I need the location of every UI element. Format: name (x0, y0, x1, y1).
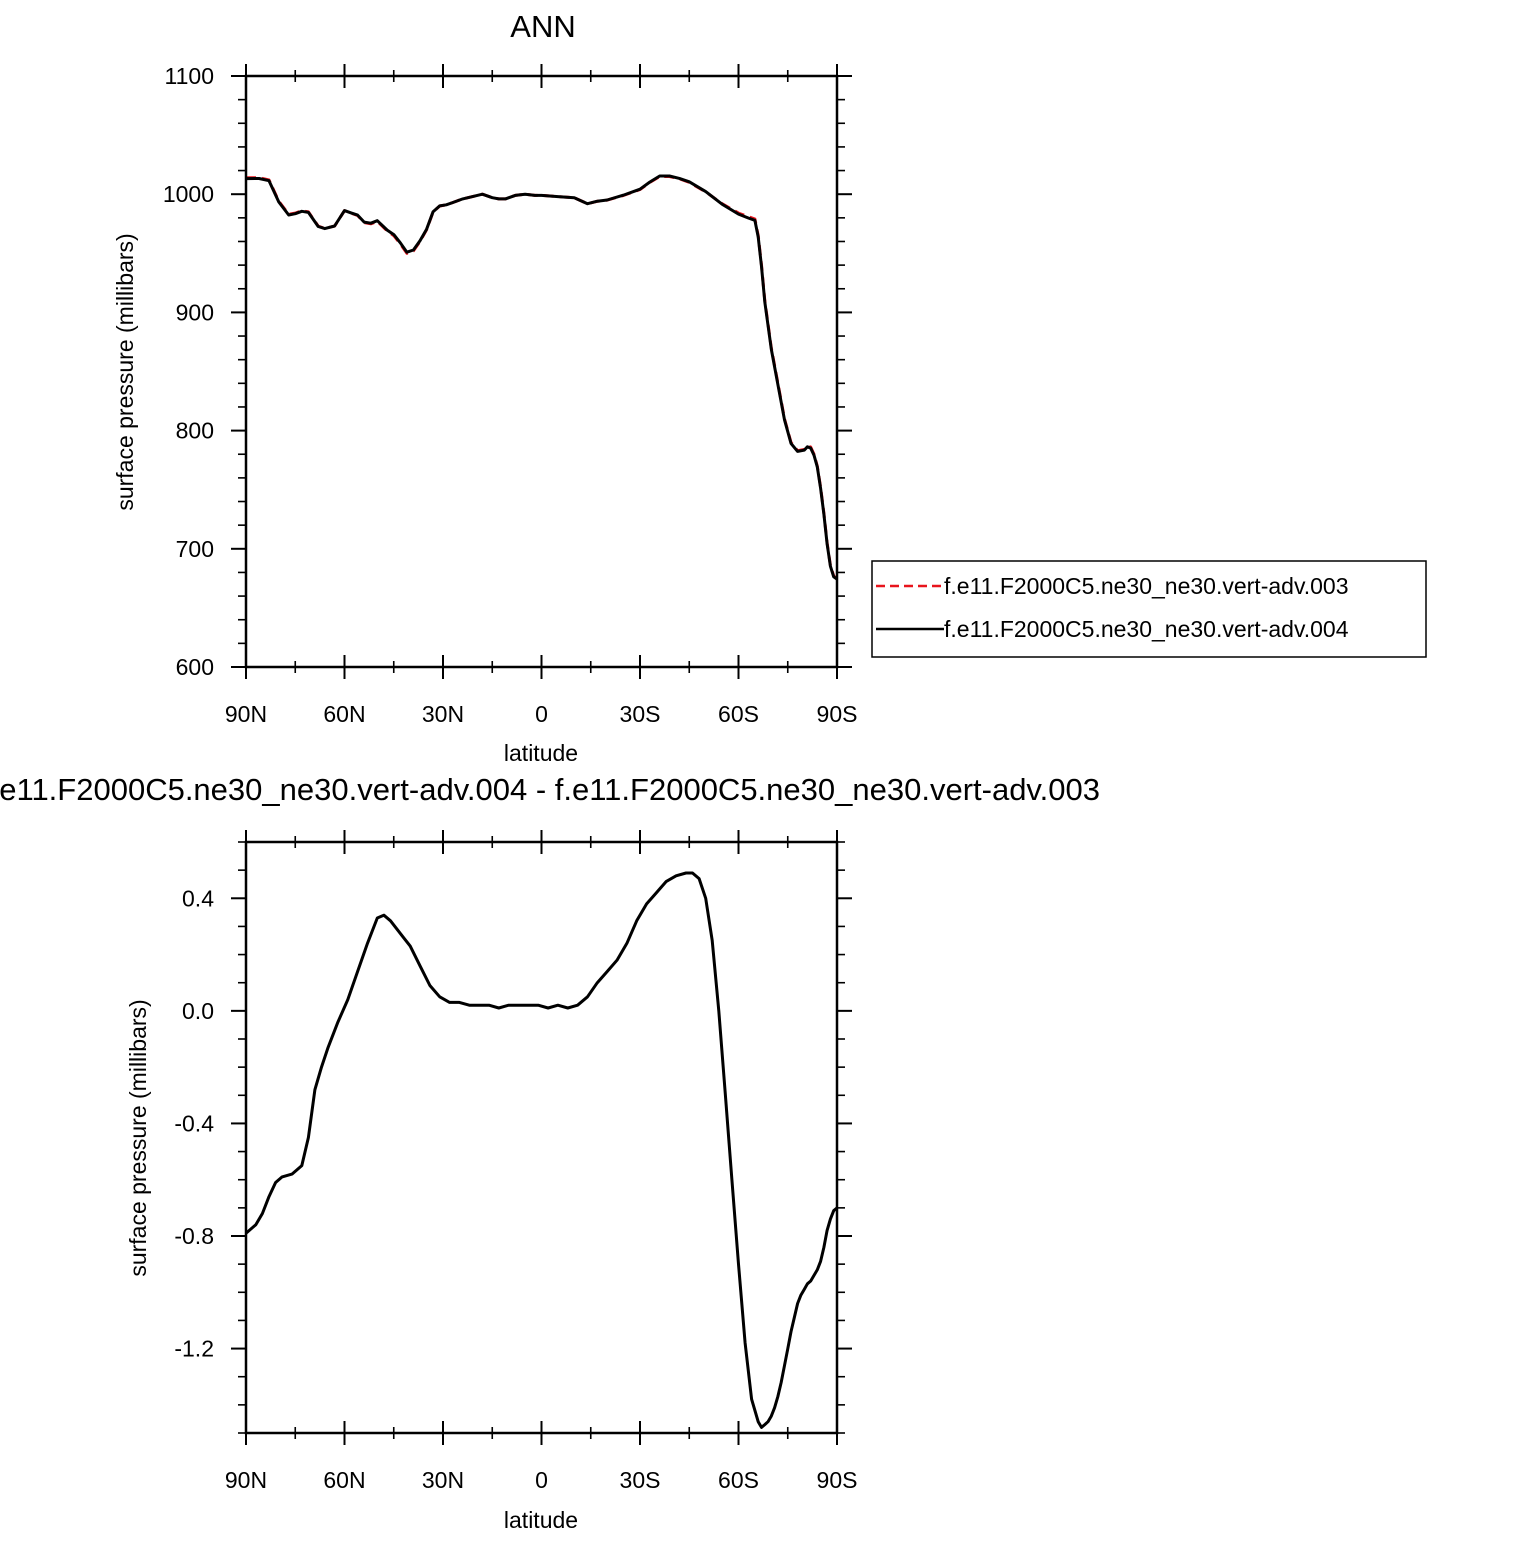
bottom-x-tick-label: 30S (620, 1467, 661, 1493)
top-ticks: 90N 60N 30N 0 30S 60S 90S 600 700 800 900 1000 1100 (163, 63, 858, 727)
bottom-y-tick-label: -1.2 (174, 1336, 214, 1362)
legend-label-004: f.e11.F2000C5.ne30_ne30.vert-adv.004 (944, 616, 1349, 642)
top-x-tick-label: 30N (422, 701, 464, 727)
bottom-x-tick-label: 90N (225, 1467, 267, 1493)
bottom-y-axis-label: surface pressure (millibars) (125, 999, 151, 1276)
top-x-tick-label: 60N (323, 701, 365, 727)
bottom-x-tick-label: 0 (535, 1467, 548, 1493)
legend-box (871, 560, 1427, 658)
top-plot-frame (244, 74, 839, 669)
top-panel: ANN 90N 60N 30N 0 30S 60S 90S 600 700 800 900 1000 1… (112, 9, 857, 766)
bottom-x-tick-label: 30N (422, 1467, 464, 1493)
top-y-tick-label: 900 (176, 299, 214, 325)
bottom-panel: f.e11.F2000C5.ne30_ne30.vert-adv.004 - f… (0, 772, 1100, 1533)
bottom-ticks: 90N 60N 30N 0 30S 60S 90S -1.2 -0.8 -0.4 0.0 0.4 (174, 830, 857, 1493)
bottom-x-tick-label: 60S (718, 1467, 759, 1493)
top-y-axis-label: surface pressure (millibars) (112, 233, 138, 510)
top-series-group (245, 174, 838, 581)
top-x-tick-label: 30S (620, 701, 661, 727)
top-series-line-1 (245, 174, 838, 581)
bottom-chart-title: f.e11.F2000C5.ne30_ne30.vert-adv.004 - f… (0, 772, 1100, 807)
bottom-series-line-0 (245, 871, 838, 1429)
top-y-tick-label: 700 (176, 536, 214, 562)
top-chart-title: ANN (510, 9, 575, 44)
bottom-y-tick-label: -0.8 (174, 1223, 214, 1249)
bottom-series-group (245, 871, 838, 1429)
top-y-tick-label: 1100 (165, 63, 214, 89)
top-x-tick-label: 90S (817, 701, 858, 727)
top-x-tick-label: 90N (225, 701, 267, 727)
bottom-y-tick-label: -0.4 (174, 1110, 214, 1136)
top-series-line-0 (246, 175, 838, 580)
bottom-plot-frame (244, 840, 839, 1435)
bottom-x-tick-label: 60N (323, 1467, 365, 1493)
top-x-tick-label: 0 (535, 701, 548, 727)
top-y-tick-label: 1000 (163, 181, 214, 207)
bottom-y-tick-label: 0.4 (182, 885, 214, 911)
top-x-axis-label: latitude (504, 740, 578, 766)
legend: f.e11.F2000C5.ne30_ne30.vert-adv.003 f.e… (871, 560, 1427, 658)
bottom-y-tick-label: 0.0 (182, 998, 214, 1024)
bottom-x-tick-label: 90S (817, 1467, 858, 1493)
top-y-tick-label: 800 (176, 418, 214, 444)
top-x-tick-label: 60S (718, 701, 759, 727)
top-y-tick-label: 600 (176, 654, 214, 680)
bottom-x-axis-label: latitude (504, 1507, 578, 1533)
legend-label-003: f.e11.F2000C5.ne30_ne30.vert-adv.003 (944, 573, 1349, 599)
